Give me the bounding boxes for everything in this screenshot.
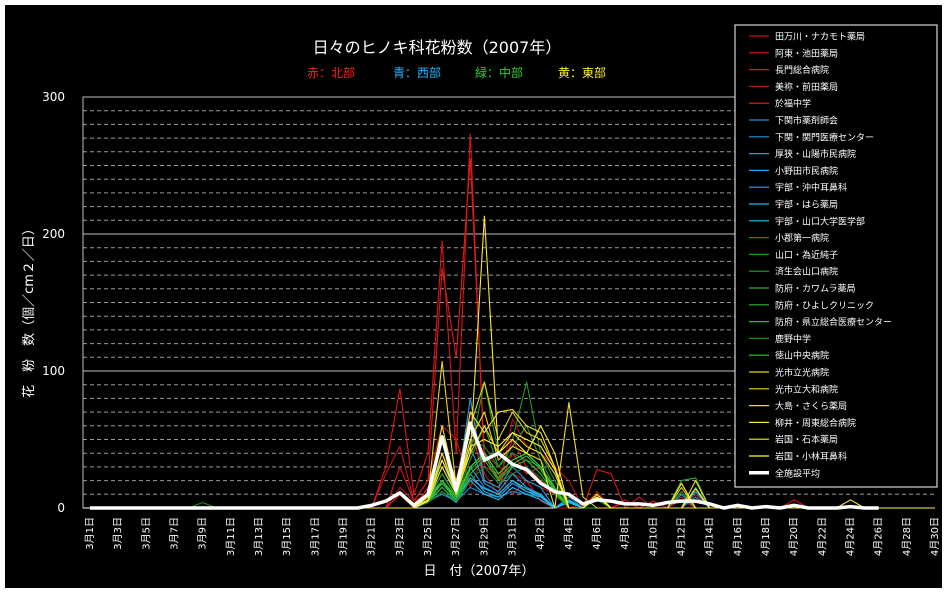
y-tick-label: 0	[57, 501, 65, 515]
legend-box	[734, 24, 938, 488]
legend-label: 柳井・周東総合病院	[775, 417, 856, 429]
legend-label: 防府・カワムラ薬局	[775, 283, 856, 295]
x-tick-label: 3月21日	[366, 517, 378, 556]
series-line-average	[90, 421, 879, 510]
x-tick-label: 3月19日	[338, 517, 350, 556]
series-lines	[90, 133, 935, 510]
region-label: 青：西部	[393, 65, 441, 80]
x-tick-label: 3月11日	[225, 517, 237, 556]
x-tick-label: 4月4日	[563, 517, 575, 550]
x-tick-label: 3月9日	[197, 517, 209, 550]
legend-label: 鹿野中学	[775, 333, 811, 345]
x-tick-label: 3月23日	[394, 517, 406, 556]
legend-label: 宇部・山口大学医学部	[775, 215, 865, 227]
region-label: 赤：北部	[307, 65, 355, 80]
x-tick-label: 3月3日	[112, 517, 124, 550]
x-tick-label: 4月30日	[929, 517, 941, 556]
legend-label: 宇部・沖中耳鼻科	[775, 182, 847, 194]
legend-label: 大島・さくら薬局	[775, 400, 847, 412]
x-tick-label: 4月2日	[535, 517, 547, 550]
legend-label: 防府・県立総合医療センター	[775, 316, 892, 328]
legend-label: 下関市薬剤師会	[775, 115, 838, 127]
legend-label: 美祢・前田薬局	[775, 81, 838, 93]
series-line	[90, 486, 935, 509]
region-label: 黄：東部	[558, 65, 606, 80]
legend-label: 防府・ひよしクリニック	[775, 299, 874, 311]
x-tick-label: 4月10日	[647, 517, 659, 556]
x-tick-label: 4月26日	[873, 517, 885, 556]
x-axis-label: 日 付（2007年）	[423, 564, 534, 579]
x-tick-label: 3月5日	[140, 517, 152, 550]
x-tick-labels: 3月1日 3月3日 3月5日 3月7日 3月9日 3月11日 3月13日 3月15日 3月17日…	[84, 517, 941, 556]
x-tick-label: 4月22日	[816, 517, 828, 556]
legend-label: 下関・関門医療センター	[775, 131, 874, 143]
region-label: 緑：中部	[475, 65, 523, 80]
legend-label: 全施設平均	[775, 467, 820, 479]
x-tick-label: 4月16日	[732, 517, 744, 556]
x-tick-label: 4月14日	[704, 517, 716, 556]
region-legend: 赤：北部 青：西部 緑：中部 黄：東部	[307, 65, 606, 80]
x-tick-label: 4月12日	[676, 517, 688, 556]
legend-label: 長門総合病院	[775, 64, 829, 76]
legend-label: 厚狭・山陽市民病院	[775, 148, 856, 160]
y-tick-labels: 0 100 200 300	[42, 90, 65, 515]
x-tick-label: 4月20日	[788, 517, 800, 556]
x-tick-label: 3月29日	[478, 517, 490, 556]
x-tick-label: 4月18日	[760, 517, 772, 556]
legend-label: 岩国・石本薬局	[775, 434, 838, 446]
x-tick-label: 3月15日	[281, 517, 293, 556]
x-tick-label: 3月7日	[169, 517, 181, 550]
x-tick-label: 4月28日	[901, 517, 913, 556]
y-axis-label: 花 粉 数（個／cm２／日）	[21, 222, 37, 398]
legend-label: 小野田市民病院	[775, 165, 838, 177]
x-tick-label: 3月31日	[507, 517, 519, 556]
x-tick-label: 3月1日	[84, 517, 96, 550]
chart-frame: 日々のヒノキ科花粉数（2007年） 赤：北部 青：西部 緑：中部 黄：東部 0 100 2…	[5, 5, 942, 588]
legend-label: 田万川・ナカモト薬局	[775, 31, 865, 43]
legend-label: 光市立光病院	[775, 367, 829, 379]
x-tick-label: 3月17日	[309, 517, 321, 556]
legend-label: 宇部・はら薬局	[775, 199, 838, 211]
y-tick-label: 300	[42, 90, 65, 104]
y-tick-label: 100	[42, 364, 65, 378]
x-tick-label: 3月25日	[422, 517, 434, 556]
legend-label: 徳山中央病院	[775, 350, 829, 362]
x-tick-label: 4月8日	[619, 517, 631, 550]
legend-label: 光市立大和病院	[775, 383, 838, 395]
legend-label: 済生会山口病院	[775, 266, 838, 278]
legend-label: 小郡第一病院	[775, 232, 829, 244]
legend-label: 岩国・小林耳鼻科	[775, 451, 847, 463]
legend-label: 阿東・池田薬局	[775, 47, 838, 59]
series-legend: 田万川・ナカモト薬局阿東・池田薬局長門総合病院美祢・前田薬局於福中学下関市薬剤師…	[734, 24, 938, 488]
legend-label: 山口・為近純子	[775, 249, 838, 261]
legend-label: 於福中学	[775, 98, 811, 110]
x-tick-label: 4月6日	[591, 517, 603, 550]
chart-title: 日々のヒノキ科花粉数（2007年）	[313, 38, 562, 57]
pollen-line-chart: 日々のヒノキ科花粉数（2007年） 赤：北部 青：西部 緑：中部 黄：東部 0 100 2…	[21, 24, 941, 579]
y-tick-label: 200	[42, 227, 65, 241]
x-tick-label: 3月13日	[253, 517, 265, 556]
x-tick-label: 4月24日	[845, 517, 857, 556]
x-tick-label: 3月27日	[450, 517, 462, 556]
